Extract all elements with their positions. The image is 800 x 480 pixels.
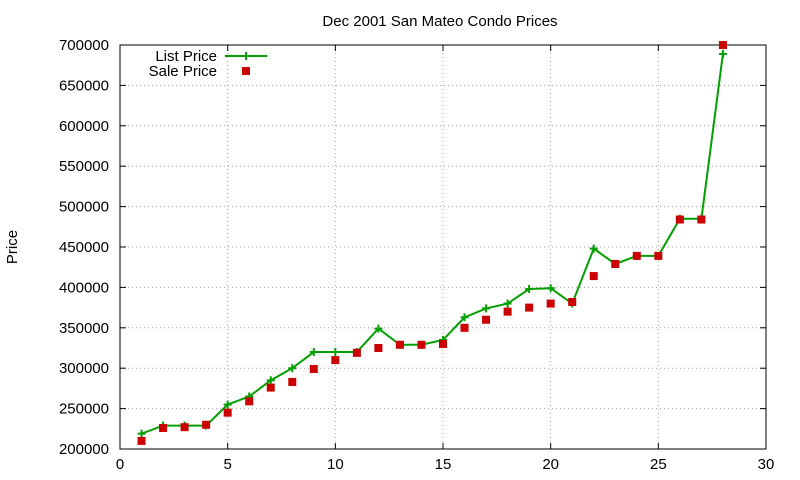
series-list-price <box>137 49 727 438</box>
x-tick-label: 25 <box>650 456 667 473</box>
data-point-sale-price <box>266 383 275 392</box>
data-point-sale-price <box>395 340 404 349</box>
data-point-list-price <box>589 244 598 253</box>
data-point-sale-price <box>352 348 361 357</box>
data-point-sale-price <box>611 259 620 268</box>
data-point-sale-price <box>331 356 340 365</box>
data-point-sale-price <box>159 423 168 432</box>
data-point-sale-price <box>202 420 211 429</box>
data-point-list-price <box>460 313 469 322</box>
data-point-sale-price <box>632 251 641 260</box>
y-tick-label: 500000 <box>59 199 109 216</box>
y-axis-label: Price <box>4 230 21 264</box>
legend-marker-sale-price <box>242 67 250 75</box>
legend-samples <box>225 52 267 75</box>
data-point-list-price <box>546 284 555 293</box>
grid <box>120 45 766 449</box>
data-point-sale-price <box>439 339 447 348</box>
y-tick-label: 250000 <box>59 401 109 418</box>
legend-marker-list-price <box>242 52 250 60</box>
data-point-sale-price <box>309 365 318 374</box>
x-tick-label: 20 <box>542 456 559 473</box>
legend: List Price Sale Price <box>149 48 267 80</box>
data-point-sale-price <box>417 340 426 349</box>
data-point-sale-price <box>589 272 598 281</box>
data-point-sale-price <box>718 41 727 49</box>
data-point-sale-price <box>525 303 534 312</box>
data-point-sale-price <box>503 307 512 316</box>
data-point-sale-price <box>374 344 383 352</box>
y-tick-label: 550000 <box>59 158 109 175</box>
axis-ticks: 0 5 10 15 20 25 30 200000 250000 300000 350000 4000… <box>59 37 774 473</box>
data-point-sale-price <box>137 436 146 445</box>
data-point-list-price <box>503 299 512 308</box>
y-tick-label: 300000 <box>59 360 109 377</box>
data-point-list-price <box>137 429 146 438</box>
data-point-sale-price <box>675 215 684 224</box>
x-tick-label: 30 <box>758 456 775 473</box>
y-tick-label: 600000 <box>59 118 109 135</box>
data-point-sale-price <box>568 297 577 306</box>
data-point-sale-price <box>180 423 189 432</box>
data-point-sale-price <box>697 215 706 224</box>
data-point-list-price <box>223 400 232 409</box>
data-point-sale-price <box>245 397 254 406</box>
data-point-list-price <box>374 324 383 333</box>
data-point-list-price <box>718 49 727 58</box>
series-line-list-price <box>141 53 724 435</box>
legend-label-sale-price: Sale Price <box>149 63 217 80</box>
y-tick-label: 650000 <box>59 77 109 94</box>
x-tick-label: 15 <box>435 456 452 473</box>
y-tick-label: 450000 <box>59 239 109 256</box>
data-point-sale-price <box>223 408 232 417</box>
data-point-sale-price <box>546 299 555 308</box>
y-tick-label: 350000 <box>59 320 109 337</box>
x-tick-label: 0 <box>116 456 124 473</box>
data-point-list-price <box>482 304 491 313</box>
data-point-list-price <box>525 285 534 294</box>
x-tick-label: 10 <box>327 456 344 473</box>
data-point-sale-price <box>288 377 297 386</box>
data-point-sale-price <box>482 315 491 324</box>
chart-title: Dec 2001 San Mateo Condo Prices <box>322 13 557 30</box>
x-tick-label: 5 <box>223 456 231 473</box>
y-tick-label: 400000 <box>59 279 109 296</box>
data-point-list-price <box>266 376 275 385</box>
series-layer <box>137 41 727 445</box>
data-point-sale-price <box>654 251 663 260</box>
data-point-list-price <box>309 348 318 357</box>
y-tick-label: 700000 <box>59 37 109 54</box>
legend-label-list-price: List Price <box>155 48 217 65</box>
y-tick-label: 200000 <box>59 441 109 458</box>
series-sale-price <box>137 41 727 445</box>
data-point-sale-price <box>460 323 469 332</box>
data-point-list-price <box>288 364 297 373</box>
data-point-list-price <box>331 348 340 357</box>
